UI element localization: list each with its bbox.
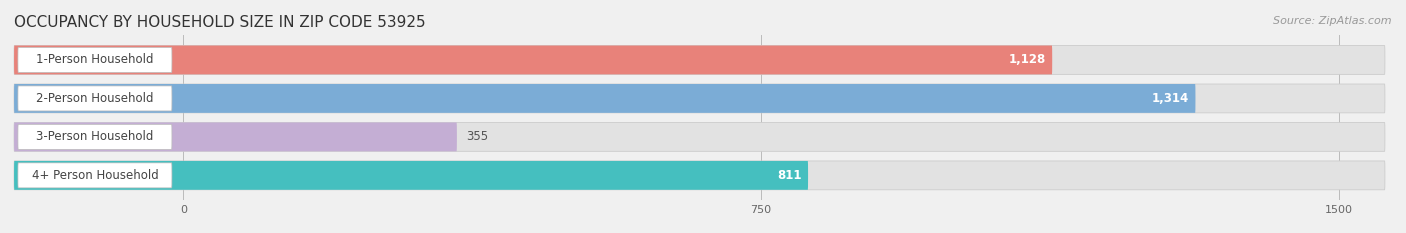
Text: 1,128: 1,128 [1008, 53, 1046, 66]
FancyBboxPatch shape [14, 45, 1052, 74]
Text: OCCUPANCY BY HOUSEHOLD SIZE IN ZIP CODE 53925: OCCUPANCY BY HOUSEHOLD SIZE IN ZIP CODE … [14, 15, 426, 30]
Text: 811: 811 [778, 169, 801, 182]
Text: 1-Person Household: 1-Person Household [37, 53, 153, 66]
FancyBboxPatch shape [18, 124, 172, 149]
Text: 1,314: 1,314 [1152, 92, 1189, 105]
FancyBboxPatch shape [18, 48, 172, 72]
Text: 4+ Person Household: 4+ Person Household [31, 169, 159, 182]
FancyBboxPatch shape [14, 161, 808, 190]
FancyBboxPatch shape [18, 163, 172, 188]
Text: 3-Person Household: 3-Person Household [37, 130, 153, 143]
FancyBboxPatch shape [14, 123, 1385, 151]
FancyBboxPatch shape [14, 161, 1385, 190]
Text: 2-Person Household: 2-Person Household [37, 92, 153, 105]
FancyBboxPatch shape [14, 45, 1385, 74]
FancyBboxPatch shape [14, 84, 1195, 113]
Text: Source: ZipAtlas.com: Source: ZipAtlas.com [1274, 16, 1392, 26]
FancyBboxPatch shape [18, 86, 172, 111]
FancyBboxPatch shape [14, 84, 1385, 113]
FancyBboxPatch shape [14, 123, 457, 151]
Text: 355: 355 [467, 130, 488, 143]
